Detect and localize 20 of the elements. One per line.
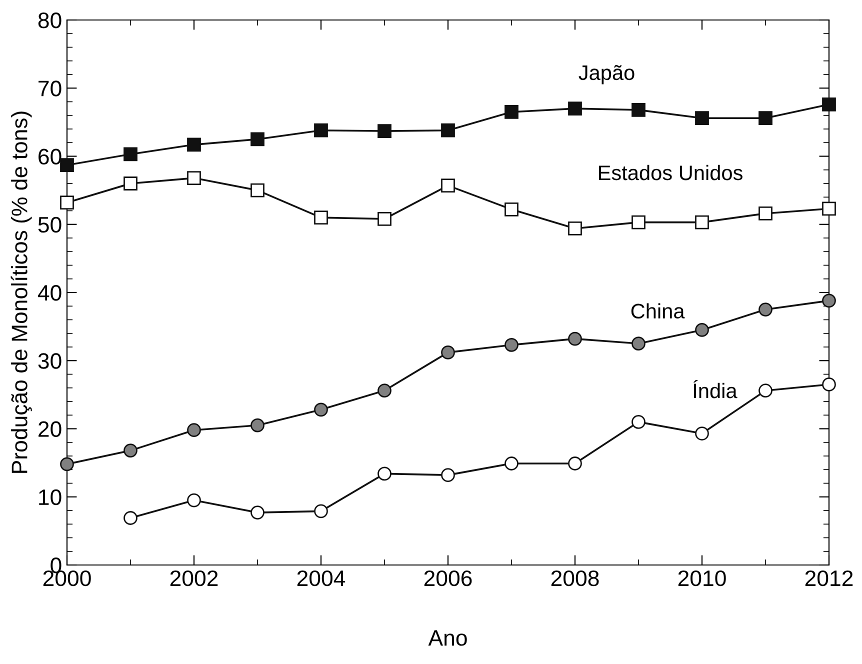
x-axis-title: Ano xyxy=(428,630,467,646)
x-tick-label: 2012 xyxy=(805,570,853,586)
y-axis-title: Produção de Monolíticos (% de tons) xyxy=(10,112,32,473)
y-tick-label: 10 xyxy=(39,489,62,506)
y-tick-label: 70 xyxy=(38,80,62,96)
x-tick-label: 2008 xyxy=(551,570,599,586)
x-tick-label: 2004 xyxy=(297,570,346,586)
series-label: Estados Unidos xyxy=(599,164,742,180)
y-tick-label: 50 xyxy=(38,216,62,233)
x-tick-label: 2006 xyxy=(424,570,472,586)
series-label: Índia xyxy=(694,380,738,398)
series-label: China xyxy=(631,303,685,319)
y-tick-label: 40 xyxy=(38,285,62,301)
y-tick-label: 60 xyxy=(38,148,62,165)
y-tick-label: 30 xyxy=(38,353,62,369)
y-tick-label: 20 xyxy=(38,421,62,438)
series-label: Japão xyxy=(578,64,634,84)
x-tick-label: 2002 xyxy=(170,570,218,586)
x-tick-label: 2010 xyxy=(678,570,726,586)
y-tick-label: 80 xyxy=(38,12,62,28)
